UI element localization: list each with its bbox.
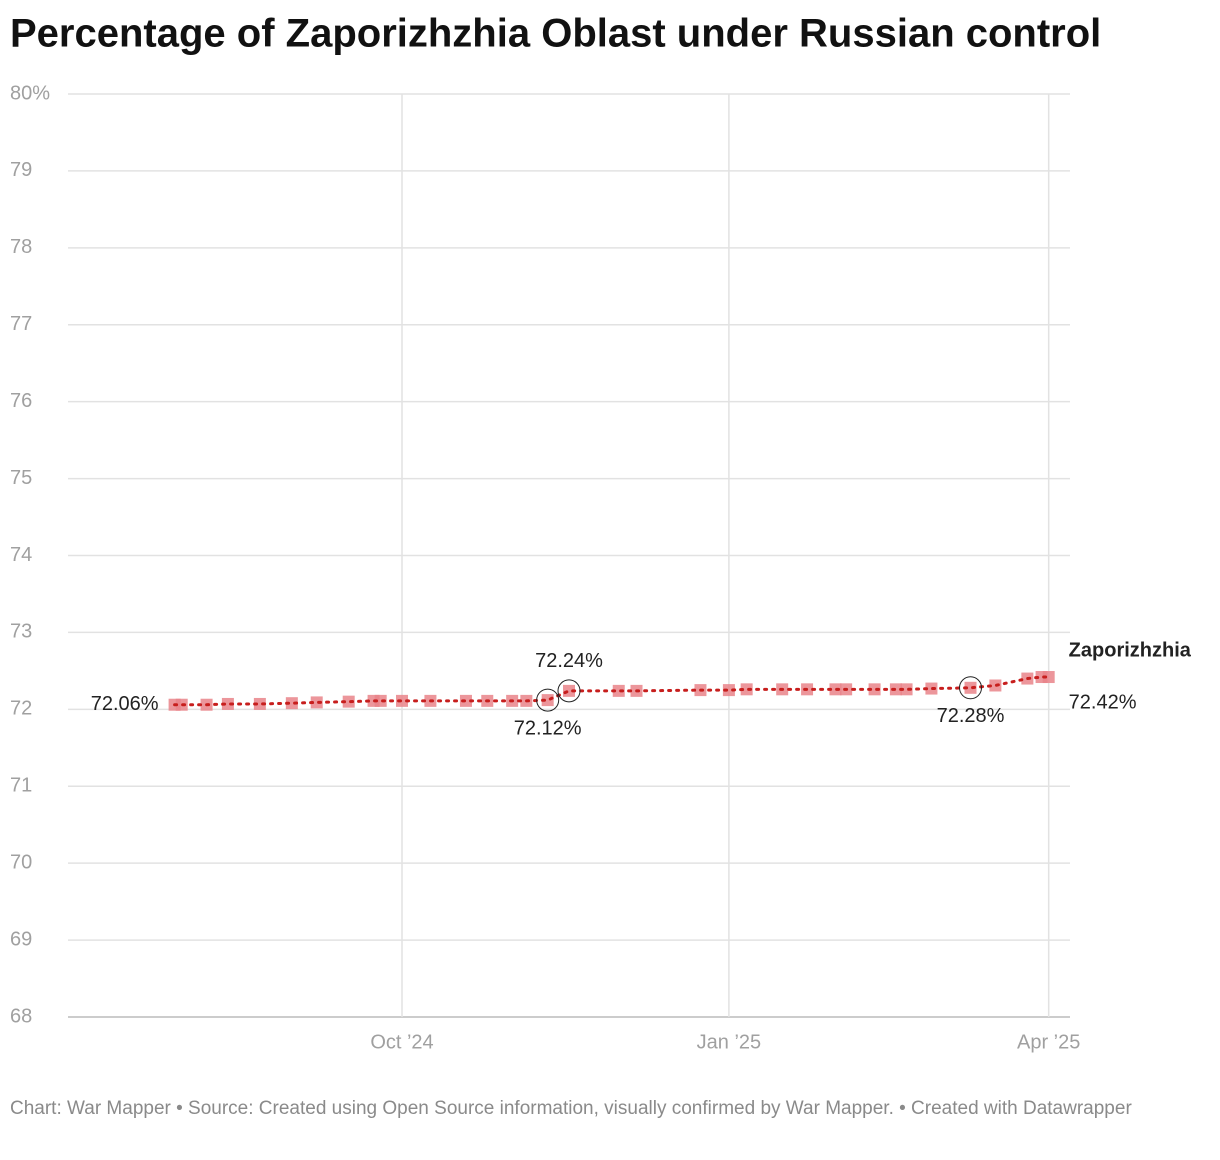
marker: [722, 684, 735, 697]
line: [173, 675, 1051, 707]
y-tick-label: 73: [10, 621, 32, 643]
y-tick-label: 75: [10, 467, 32, 489]
highlight-ring: [536, 688, 560, 712]
marker: [342, 695, 355, 708]
chart: Percentage of Zaporizhzhia Oblast under …: [10, 12, 1192, 1054]
marker: [868, 683, 881, 696]
y-tick-label: 70: [10, 851, 32, 873]
x-tick-label: Apr ’25: [1017, 1031, 1080, 1053]
x-tick-label: Jan ’25: [697, 1031, 762, 1053]
highlight-ring: [557, 679, 581, 703]
x-tick-label: Oct ’24: [370, 1031, 433, 1053]
marker: [1042, 671, 1055, 684]
value-label: 72.06%: [91, 693, 159, 715]
marker: [964, 681, 977, 694]
y-tick-label: 72: [10, 698, 32, 720]
marker: [541, 694, 554, 707]
footer-note: Chart: War Mapper • Source: Created usin…: [10, 1098, 1132, 1119]
marker: [740, 683, 753, 696]
marker: [310, 696, 323, 709]
marker: [374, 694, 387, 707]
value-label: 72.24%: [535, 650, 603, 672]
marker: [221, 697, 234, 710]
y-tick-label: 77: [10, 313, 32, 335]
y-tick-label: 69: [10, 928, 32, 950]
y-tick-label: 74: [10, 544, 32, 566]
y-tick-label: 78: [10, 236, 32, 258]
y-tick-label: 80%: [10, 82, 50, 104]
marker: [253, 697, 266, 710]
marker: [900, 683, 913, 696]
marker: [563, 684, 575, 697]
value-label: 72.12%: [514, 717, 582, 739]
y-tick-label: 68: [10, 1005, 32, 1027]
chart-title: Percentage of Zaporizhzhia Oblast under …: [10, 12, 1101, 56]
marker: [285, 697, 298, 710]
y-tick-label: 71: [10, 775, 32, 797]
marker: [612, 684, 625, 697]
value-label: 72.28%: [937, 705, 1005, 727]
y-tick-label: 76: [10, 390, 32, 412]
series-label: Zaporizhzhia: [1069, 639, 1192, 661]
value-label: 72.42%: [1069, 691, 1137, 713]
highlight-ring: [959, 676, 983, 700]
y-tick-label: 79: [10, 159, 32, 181]
